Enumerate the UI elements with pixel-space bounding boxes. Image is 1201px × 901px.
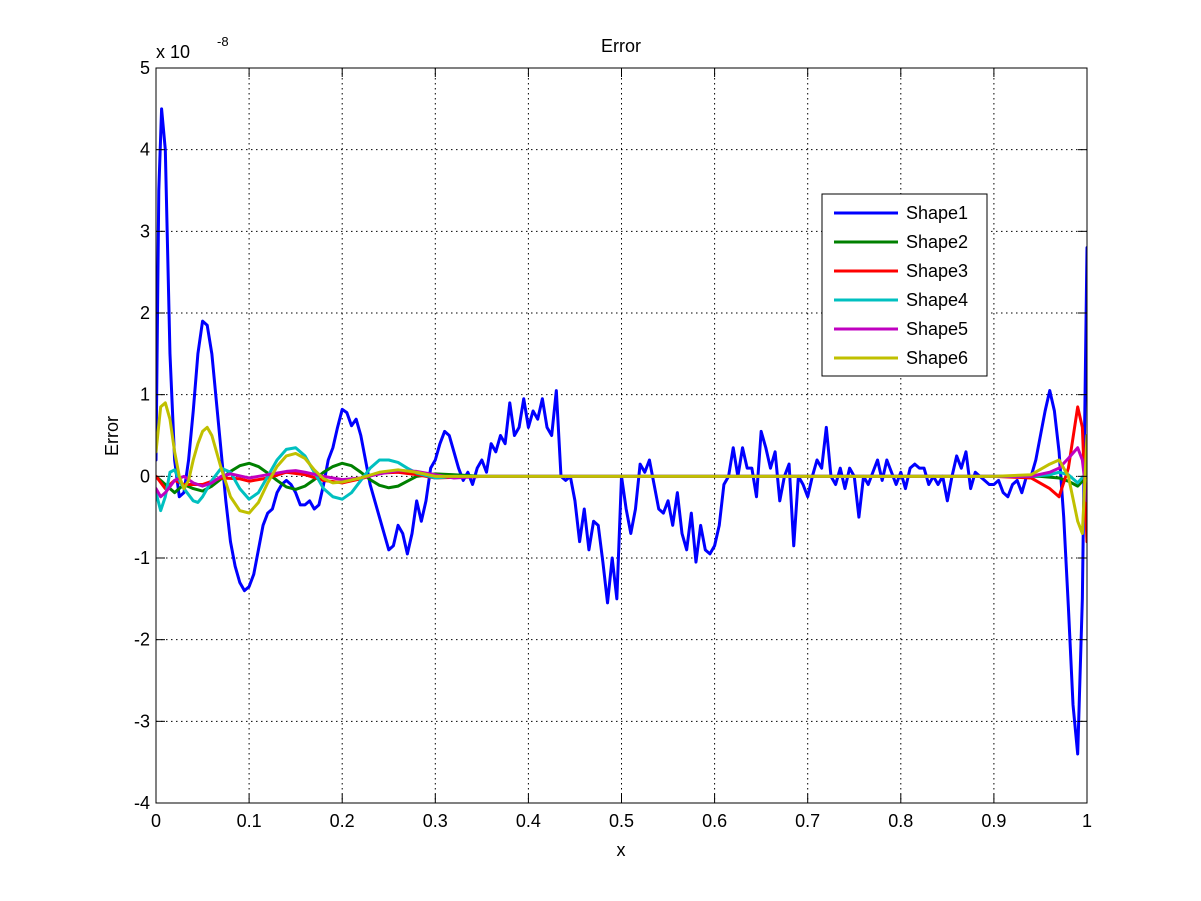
y-tick-label: 4	[140, 140, 150, 160]
series-layer	[156, 107, 1087, 756]
y-tick-label: -2	[134, 630, 150, 650]
x-tick-label: 0.4	[516, 811, 541, 831]
legend: Shape1 Shape2 Shape3 Shape4 Shape5 Shape6	[821, 193, 988, 377]
legend-label: Shape3	[906, 261, 968, 281]
series-line-shape1	[156, 107, 1087, 756]
y-multiplier-exponent: -8	[217, 34, 229, 49]
x-tick-label: 0	[151, 811, 161, 831]
tick-labels-layer: 0 0.1 0.2 0.3 0.4 0.5 0.6 0.7 0.8 0.9 1 5 4 3 2 1 0 -1 -2 -…	[134, 58, 1092, 831]
y-tick-label: 2	[140, 303, 150, 323]
x-tick-label: 0.7	[795, 811, 820, 831]
legend-label: Shape6	[906, 348, 968, 368]
x-tick-label: 0.6	[702, 811, 727, 831]
x-tick-label: 0.2	[330, 811, 355, 831]
legend-label: Shape5	[906, 319, 968, 339]
y-tick-label: 3	[140, 221, 150, 241]
series-line-shape5	[156, 446, 1087, 503]
ticks-layer	[155, 67, 1088, 804]
legend-label: Shape1	[906, 203, 968, 223]
x-tick-label: 0.8	[888, 811, 913, 831]
x-tick-label: 0.9	[981, 811, 1006, 831]
x-tick-label: 0.1	[237, 811, 262, 831]
series-line-shape6	[156, 401, 1087, 535]
y-multiplier-base: x 10	[156, 42, 190, 62]
legend-label: Shape2	[906, 232, 968, 252]
x-tick-label: 0.5	[609, 811, 634, 831]
y-tick-label: -1	[134, 548, 150, 568]
y-tick-label: 0	[140, 466, 150, 486]
y-tick-label: -3	[134, 711, 150, 731]
y-tick-label: 5	[140, 58, 150, 78]
y-axis-label: Error	[102, 416, 122, 456]
x-tick-label: 1	[1082, 811, 1092, 831]
chart-title: Error	[601, 36, 641, 56]
legend-label: Shape4	[906, 290, 968, 310]
plot-area	[156, 68, 1087, 803]
x-axis-label: x	[617, 840, 626, 860]
y-tick-label: -4	[134, 793, 150, 813]
y-tick-label: 1	[140, 385, 150, 405]
legend-box	[821, 193, 988, 377]
x-tick-label: 0.3	[423, 811, 448, 831]
